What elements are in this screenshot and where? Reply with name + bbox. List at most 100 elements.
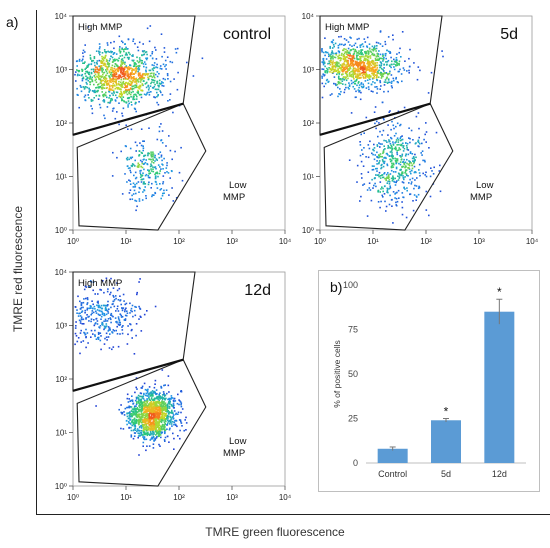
- event-dot: [418, 142, 421, 145]
- event-dot: [138, 165, 140, 168]
- event-dot: [129, 406, 132, 408]
- event-dot: [166, 56, 169, 58]
- event-dot: [139, 307, 141, 310]
- event-dot: [404, 188, 406, 190]
- event-dot: [373, 143, 375, 146]
- event-dot: [150, 437, 153, 440]
- x-tick-label: 10⁴: [279, 493, 292, 502]
- event-dot: [92, 281, 95, 283]
- event-dot: [133, 353, 136, 355]
- event-dot: [156, 395, 158, 398]
- event-dot: [94, 64, 96, 67]
- event-dot: [389, 70, 391, 73]
- event-dot: [132, 411, 135, 413]
- event-dot: [109, 100, 112, 103]
- event-dot: [395, 148, 397, 151]
- event-dot: [361, 177, 363, 179]
- event-dot: [158, 126, 161, 128]
- event-dot: [98, 50, 100, 53]
- event-dot: [375, 55, 378, 58]
- event-dot: [348, 159, 351, 161]
- event-dot: [141, 62, 143, 64]
- event-dot: [99, 69, 101, 72]
- low-mmp-label: Low MMP: [470, 180, 494, 203]
- event-dot: [136, 428, 139, 430]
- event-dot: [84, 311, 86, 314]
- event-dot: [81, 79, 84, 82]
- event-dot: [113, 91, 115, 93]
- event-dot: [160, 33, 163, 35]
- event-dot: [142, 147, 145, 149]
- event-dot: [137, 400, 140, 402]
- event-dot: [361, 69, 364, 71]
- event-dot: [89, 58, 92, 60]
- event-dot: [159, 445, 161, 447]
- event-dot: [152, 434, 154, 436]
- event-dot: [158, 397, 161, 399]
- event-dot: [352, 76, 355, 78]
- event-dot: [173, 414, 175, 416]
- event-dot: [386, 61, 389, 63]
- event-dot: [379, 206, 381, 209]
- event-dot: [113, 47, 115, 50]
- event-dot: [372, 71, 375, 73]
- event-dot: [129, 323, 131, 325]
- event-dot: [138, 433, 141, 435]
- event-dot: [151, 182, 153, 185]
- event-dot: [91, 310, 94, 312]
- event-dot: [382, 150, 385, 152]
- event-dot: [82, 62, 84, 64]
- event-dot: [145, 73, 148, 75]
- event-dot: [131, 156, 134, 159]
- event-dot: [86, 307, 89, 310]
- event-dot: [400, 73, 403, 75]
- event-dot: [118, 319, 121, 321]
- event-dot: [130, 128, 133, 131]
- event-dot: [321, 51, 323, 53]
- event-dot: [374, 59, 377, 62]
- event-dot: [136, 205, 138, 208]
- event-dot: [139, 416, 142, 419]
- event-dot: [406, 158, 408, 161]
- event-dot: [104, 117, 106, 120]
- event-dot: [135, 420, 138, 423]
- event-dot: [155, 393, 157, 396]
- event-dot: [148, 420, 151, 423]
- event-dot: [145, 408, 147, 411]
- event-dot: [133, 63, 136, 66]
- event-dot: [380, 68, 383, 70]
- event-dot: [115, 86, 118, 89]
- event-dot: [140, 93, 143, 96]
- event-dot: [401, 31, 404, 33]
- event-dot: [140, 392, 143, 395]
- event-dot: [151, 86, 154, 89]
- event-dot: [139, 406, 141, 408]
- event-dot: [104, 309, 107, 311]
- significance-marker: *: [497, 285, 502, 299]
- event-dot: [134, 199, 136, 202]
- event-dot: [385, 81, 387, 83]
- event-dot: [159, 83, 161, 85]
- event-dot: [384, 79, 387, 81]
- event-dot: [154, 401, 156, 404]
- event-dot: [373, 149, 375, 152]
- event-dot: [148, 91, 150, 94]
- event-dot: [151, 51, 154, 53]
- event-dot: [159, 151, 162, 153]
- event-dot: [119, 321, 121, 324]
- event-dot: [164, 59, 167, 62]
- event-dot: [78, 319, 81, 322]
- event-dot: [118, 75, 121, 77]
- event-dot: [368, 69, 370, 71]
- event-dot: [363, 62, 366, 64]
- event-dot: [96, 66, 98, 69]
- event-dot: [162, 85, 165, 87]
- event-dot: [139, 59, 141, 61]
- event-dot: [109, 78, 112, 80]
- event-dot: [124, 314, 127, 317]
- event-dot: [393, 63, 395, 65]
- event-dot: [157, 153, 160, 155]
- event-dot: [169, 399, 171, 402]
- event-dot: [382, 129, 385, 132]
